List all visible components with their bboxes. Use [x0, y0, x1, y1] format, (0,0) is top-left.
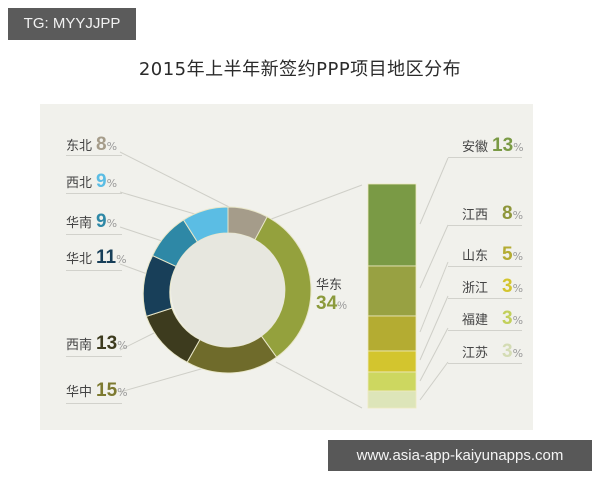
underline: [66, 356, 122, 357]
leader-lines: [119, 151, 449, 409]
donut-chart: [142, 206, 312, 374]
label-name: 西南: [66, 338, 93, 353]
label-pct: %: [117, 339, 128, 352]
label-value: 8: [502, 203, 513, 224]
label-name: 福建: [462, 313, 489, 328]
label-西南: 西南 13%: [66, 333, 128, 355]
label-name: 江西: [462, 208, 489, 223]
label-name: 华东: [316, 278, 343, 293]
underline: [448, 298, 522, 299]
label-pct: %: [512, 347, 524, 360]
label-name: 华中: [66, 385, 93, 400]
watermark-bottom-badge: www.asia-app-kaiyunapps.com: [328, 440, 592, 471]
label-value: 11: [96, 247, 117, 268]
label-江西: 江西 8%: [462, 203, 523, 225]
underline: [448, 157, 522, 158]
label-value: 5: [502, 244, 513, 265]
label-value: 13: [492, 135, 514, 156]
label-value: 15: [96, 380, 118, 401]
label-name: 东北: [66, 139, 93, 154]
label-name: 西北: [66, 176, 93, 191]
label-西北: 西北 9%: [66, 171, 117, 193]
label-value: 34%: [316, 293, 347, 315]
label-value: 9: [96, 211, 107, 232]
bar-江西: [367, 265, 417, 317]
underline: [448, 330, 522, 331]
label-name: 华北: [66, 252, 93, 267]
label-value: 9: [96, 171, 107, 192]
underline: [448, 225, 522, 226]
label-pct: %: [116, 253, 127, 266]
label-value: 3: [502, 276, 513, 297]
label-value: 13: [96, 333, 118, 354]
underline: [448, 266, 522, 267]
label-华北: 华北 11%: [66, 247, 127, 269]
label-pct: %: [117, 386, 128, 399]
label-东北: 东北 8%: [66, 134, 117, 156]
underline: [66, 270, 122, 271]
label-山东: 山东 5%: [462, 244, 523, 266]
label-value: 3: [502, 308, 513, 329]
bar-福建: [367, 371, 417, 392]
bar-江苏: [367, 390, 417, 409]
label-pct: %: [337, 300, 347, 312]
label-华南: 华南 9%: [66, 211, 117, 233]
label-pct: %: [512, 250, 524, 263]
label-华东: 华东 34%: [316, 274, 347, 315]
label-福建: 福建 3%: [462, 308, 523, 330]
label-pct: %: [106, 177, 118, 190]
label-安徽: 安徽 13%: [462, 135, 524, 157]
label-value: 8: [96, 134, 107, 155]
label-name: 华南: [66, 216, 93, 231]
bar-安徽: [367, 183, 417, 267]
label-浙江: 浙江 3%: [462, 276, 523, 298]
label-江苏: 江苏 3%: [462, 341, 523, 363]
label-pct: %: [106, 140, 118, 153]
label-pct: %: [106, 217, 118, 230]
label-name: 浙江: [462, 281, 489, 296]
underline: [66, 193, 122, 194]
underline: [66, 155, 122, 156]
label-pct: %: [512, 209, 524, 222]
label-pct: %: [512, 282, 524, 295]
label-value-number: 34: [316, 293, 338, 314]
label-value: 3: [502, 341, 513, 362]
bar-浙江: [367, 350, 417, 373]
label-华中: 华中 15%: [66, 380, 128, 402]
label-pct: %: [512, 314, 524, 327]
label-name: 山东: [462, 249, 489, 264]
breakdown-bar: [367, 183, 417, 409]
underline: [448, 363, 522, 364]
label-name: 江苏: [462, 346, 489, 361]
bar-山东: [367, 315, 417, 352]
label-pct: %: [513, 141, 524, 154]
watermark-top-badge: TG: MYYJJPP: [8, 8, 136, 40]
underline: [66, 403, 122, 404]
label-name: 安徽: [462, 140, 489, 155]
underline: [66, 234, 122, 235]
chart-title: 2015年上半年新签约PPP项目地区分布: [138, 59, 462, 80]
